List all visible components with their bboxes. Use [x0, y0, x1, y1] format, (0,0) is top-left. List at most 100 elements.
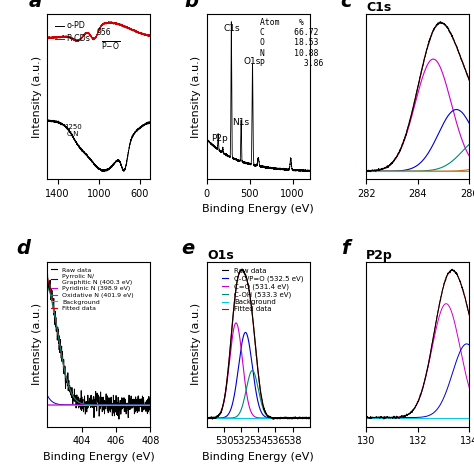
Raw data — [204, 415, 210, 421]
C=O (531.4 eV) — [291, 415, 297, 421]
Y-axis label: Intensity (a.u.): Intensity (a.u.) — [191, 303, 201, 385]
C=O (531.4 eV) — [251, 413, 256, 419]
C=O (531.4 eV) — [204, 415, 210, 421]
Line: C-OH (533.3 eV): C-OH (533.3 eV) — [207, 371, 310, 418]
o-PD — [50, 118, 55, 124]
Fitted data — [282, 415, 287, 421]
C=O (531.4 eV) — [230, 328, 236, 334]
C-O/P=O (532.5 eV) — [273, 415, 279, 421]
Raw data — [271, 416, 276, 422]
Fitted data — [304, 415, 310, 421]
C=O (531.4 eV) — [273, 415, 279, 421]
C-O/P=O (532.5 eV) — [222, 414, 228, 420]
R-CDs — [73, 39, 79, 45]
R-CDs — [145, 33, 150, 38]
Raw data — [282, 415, 288, 421]
C-O/P=O (532.5 eV) — [204, 415, 210, 421]
C=O (531.4 eV) — [307, 415, 313, 421]
Line: Fitted data: Fitted data — [207, 270, 310, 418]
Text: C1s: C1s — [223, 24, 240, 33]
o-PD — [145, 120, 150, 126]
Text: O1s: O1s — [207, 249, 234, 262]
Legend: o-PD, R-CDs: o-PD, R-CDs — [51, 18, 94, 47]
Raw data — [265, 413, 271, 419]
X-axis label: Binding Energy (eV): Binding Energy (eV) — [202, 204, 314, 214]
Text: P2p: P2p — [366, 249, 393, 262]
o-PD — [95, 165, 100, 171]
Fitted data — [239, 267, 245, 273]
Background — [222, 415, 228, 421]
Text: C1s: C1s — [366, 1, 392, 14]
Text: P2p: P2p — [211, 134, 228, 143]
C-OH (533.3 eV) — [265, 413, 271, 419]
C-OH (533.3 eV) — [282, 415, 287, 421]
Text: N1s: N1s — [233, 118, 250, 127]
C-OH (533.3 eV) — [303, 415, 309, 421]
o-PD — [92, 162, 98, 167]
Text: f: f — [341, 239, 349, 258]
C=O (531.4 eV) — [233, 320, 239, 326]
Fitted data — [265, 413, 271, 419]
Legend: Raw data, C-O/P=O (532.5 eV), C=O (531.4 eV), C-OH (533.3 eV), Background, Fitte: Raw data, C-O/P=O (532.5 eV), C=O (531.4… — [219, 265, 306, 315]
Line: C-O/P=O (532.5 eV): C-O/P=O (532.5 eV) — [207, 332, 310, 418]
Fitted data — [222, 392, 228, 398]
Y-axis label: Intensity (a.u.): Intensity (a.u.) — [32, 55, 42, 138]
C-OH (533.3 eV) — [249, 368, 255, 374]
Raw data — [222, 392, 228, 398]
Line: Raw data: Raw data — [207, 269, 310, 419]
Line: R-CDs: R-CDs — [47, 22, 150, 42]
Background — [273, 415, 278, 421]
Y-axis label: Intensity (a.u.): Intensity (a.u.) — [32, 303, 42, 385]
X-axis label: Binding Energy (eV): Binding Energy (eV) — [43, 452, 155, 462]
Line: o-PD: o-PD — [47, 120, 150, 172]
X-axis label: Binding Energy (eV): Binding Energy (eV) — [202, 452, 314, 462]
R-CDs — [109, 19, 114, 25]
C-O/P=O (532.5 eV) — [282, 415, 287, 421]
Background — [307, 415, 313, 421]
Background — [230, 415, 236, 421]
C-O/P=O (532.5 eV) — [251, 373, 256, 379]
o-PD — [101, 169, 107, 174]
Line: C=O (531.4 eV): C=O (531.4 eV) — [207, 323, 310, 418]
C-O/P=O (532.5 eV) — [230, 397, 236, 403]
Text: e: e — [181, 239, 194, 258]
R-CDs — [126, 26, 131, 31]
Fitted data — [204, 415, 210, 421]
C-O/P=O (532.5 eV) — [265, 415, 271, 420]
C-O/P=O (532.5 eV) — [304, 415, 310, 421]
o-PD — [145, 120, 150, 126]
Raw data — [307, 415, 313, 421]
R-CDs — [95, 30, 100, 36]
Raw data — [239, 266, 245, 272]
Text: O1s: O1s — [244, 57, 261, 66]
C-OH (533.3 eV) — [273, 415, 279, 421]
Text: 956: 956 — [96, 28, 111, 37]
o-PD — [45, 118, 50, 123]
C-O/P=O (532.5 eV) — [243, 329, 248, 335]
Raw data — [273, 415, 279, 420]
Text: b: b — [184, 0, 198, 11]
R-CDs — [50, 35, 55, 41]
Fitted data — [251, 324, 256, 330]
R-CDs — [45, 35, 50, 41]
Background — [264, 415, 270, 421]
Background — [204, 415, 210, 421]
R-CDs — [147, 33, 153, 38]
C=O (531.4 eV) — [222, 393, 228, 399]
o-PD — [45, 117, 51, 123]
Y-axis label: Intensity (a.u.): Intensity (a.u.) — [191, 55, 201, 138]
C-O/P=O (532.5 eV) — [307, 415, 313, 421]
Text: 1250
C-N: 1250 C-N — [64, 125, 82, 137]
Text: c: c — [341, 0, 352, 11]
C=O (531.4 eV) — [265, 415, 271, 421]
Text: Atom    %
C      66.72
O      18.53
N      10.88
P        3.86: Atom % C 66.72 O 18.53 N 10.88 P 3.86 — [260, 18, 324, 68]
Fitted data — [273, 415, 279, 421]
o-PD — [147, 120, 153, 126]
C-OH (533.3 eV) — [204, 415, 210, 421]
C=O (531.4 eV) — [282, 415, 287, 421]
Legend: Raw data, Pyrrolic N/
Graphitic N (400.3 eV), Pyridinic N (398.9 eV), Oxidative : Raw data, Pyrrolic N/ Graphitic N (400.3… — [48, 265, 137, 314]
Raw data — [251, 324, 256, 330]
Fitted data — [307, 415, 313, 421]
C-OH (533.3 eV) — [251, 369, 256, 374]
C-OH (533.3 eV) — [230, 415, 236, 420]
